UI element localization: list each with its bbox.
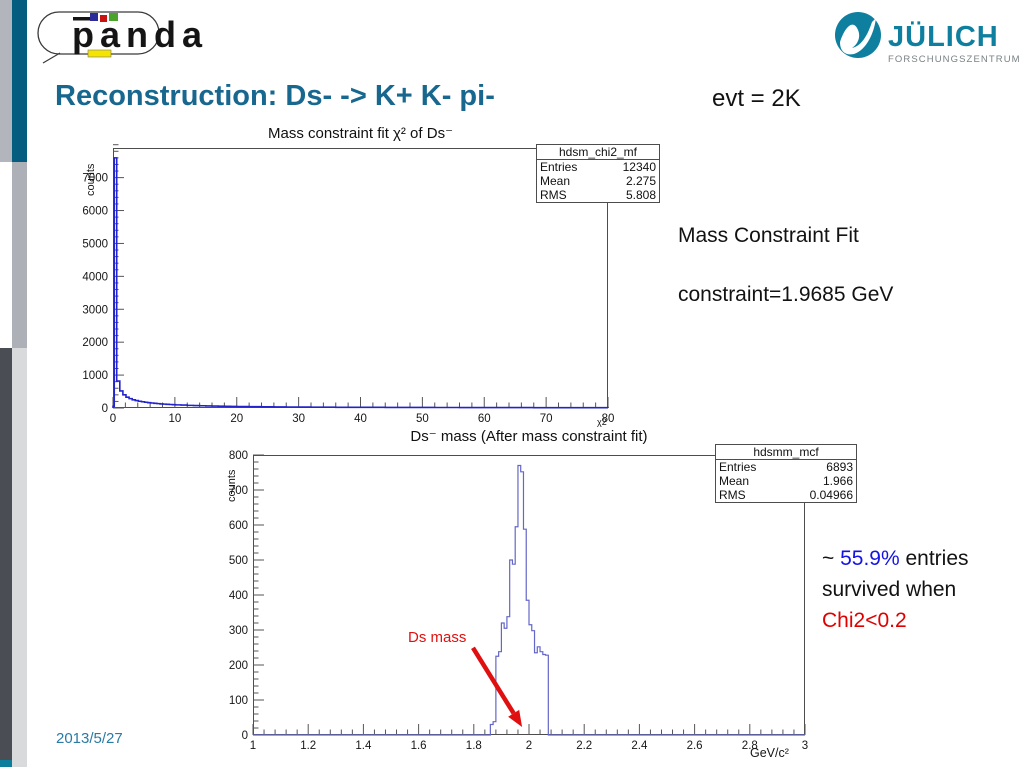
stats-histogram-name: hdsm_chi2_mf — [537, 145, 659, 160]
survival-prefix: ~ — [822, 547, 841, 570]
svg-text:1000: 1000 — [82, 370, 108, 382]
svg-text:1.4: 1.4 — [355, 740, 372, 752]
julich-swoosh — [840, 18, 876, 55]
svg-text:500: 500 — [229, 555, 248, 567]
left-accent-bar-outer-top — [0, 0, 12, 162]
mass-chart-plot: 1 1.2 1.4 1.6 1.8 2 2.2 2.4 2.6 2.8 3 0 100 200 300 400… — [229, 450, 808, 752]
svg-text:700: 700 — [229, 485, 248, 497]
left-accent-bar-inner-top — [12, 0, 27, 162]
panda-logo: panda — [37, 11, 208, 64]
julich-logo-text: JÜLICH — [888, 20, 999, 53]
svg-text:800: 800 — [229, 450, 248, 462]
slide-title: Reconstruction: Ds- -> K+ K- pi- — [55, 80, 495, 112]
svg-text:3000: 3000 — [82, 304, 108, 316]
svg-text:30: 30 — [292, 413, 305, 425]
stats-mean-value: 1.966 — [822, 474, 853, 488]
mass-constraint-fit-note: Mass Constraint Fit — [678, 224, 859, 247]
svg-text:2.4: 2.4 — [631, 740, 648, 752]
chi2-chart-plot: 0 10 20 30 40 50 60 70 80 0 1000 2000 3000 4000 5000 60… — [82, 144, 614, 425]
stats-entries-row: Entries 12340 — [537, 160, 659, 174]
stats-rms-label: RMS — [719, 488, 746, 502]
svg-text:4000: 4000 — [82, 271, 108, 283]
stats-mean-row: Mean 1.966 — [716, 474, 856, 488]
survival-line1-rest: entries — [899, 547, 969, 570]
ds-mass-annotation-label: Ds mass — [408, 629, 467, 646]
survival-line2: survived when — [822, 578, 957, 601]
stats-entries-value: 6893 — [826, 460, 853, 474]
panda-red-square — [100, 15, 107, 22]
svg-text:600: 600 — [229, 520, 248, 532]
survival-percent: 55.9% — [840, 547, 900, 570]
svg-text:2.2: 2.2 — [576, 740, 592, 752]
svg-text:1: 1 — [250, 740, 256, 752]
svg-text:300: 300 — [229, 625, 248, 637]
event-count-label: evt = 2K — [712, 85, 801, 112]
svg-text:1.6: 1.6 — [411, 740, 427, 752]
stats-entries-label: Entries — [540, 160, 578, 174]
mass-chart-xlabel: GeV/c² — [750, 746, 789, 760]
stats-rms-value: 0.04966 — [809, 488, 853, 502]
stats-mean-label: Mean — [719, 474, 750, 488]
svg-text:5000: 5000 — [82, 238, 108, 250]
svg-text:2: 2 — [526, 740, 532, 752]
stats-rms-value: 5.808 — [625, 188, 656, 202]
chi2-chart-title: Mass constraint fit χ² of Ds⁻ — [267, 125, 453, 142]
stats-rms-label: RMS — [540, 188, 567, 202]
svg-text:6000: 6000 — [82, 206, 108, 218]
svg-text:1.8: 1.8 — [466, 740, 482, 752]
svg-text:400: 400 — [229, 590, 248, 602]
left-accent-bar-inner-bottom — [12, 348, 27, 767]
survival-note: ~ 55.9% entries survived when Chi2<0.2 — [822, 543, 969, 636]
svg-text:60: 60 — [478, 413, 491, 425]
left-accent-bar-inner-mid — [12, 162, 27, 348]
stats-rms-row: RMS 5.808 — [537, 188, 659, 202]
panda-logo-text: panda — [72, 14, 208, 55]
julich-logo: JÜLICH FORSCHUNGSZENTRUM — [835, 12, 1021, 65]
slide-date: 2013/5/27 — [56, 730, 123, 747]
julich-logo-subtext: FORSCHUNGSZENTRUM — [888, 54, 1021, 65]
left-accent-bar-outer-teal — [0, 760, 12, 767]
svg-text:2.8: 2.8 — [742, 740, 758, 752]
survival-condition: Chi2<0.2 — [822, 609, 907, 632]
stats-entries-row: Entries 6893 — [716, 460, 856, 474]
stats-mean-value: 2.275 — [625, 174, 656, 188]
chi2-chart-xlabel: χ2 — [597, 417, 607, 427]
stats-entries-value: 12340 — [622, 160, 656, 174]
svg-text:7000: 7000 — [82, 173, 108, 185]
svg-text:50: 50 — [416, 413, 429, 425]
stats-entries-label: Entries — [719, 460, 757, 474]
survival-line1: ~ 55.9% entries — [822, 543, 969, 574]
svg-text:200: 200 — [229, 660, 248, 672]
stats-rms-row: RMS 0.04966 — [716, 488, 856, 502]
svg-text:70: 70 — [540, 413, 553, 425]
svg-text:40: 40 — [354, 413, 367, 425]
left-accent-bar-outer-bottom — [0, 348, 12, 760]
svg-text:20: 20 — [230, 413, 243, 425]
svg-text:2.6: 2.6 — [687, 740, 703, 752]
panda-oval-tail — [42, 52, 61, 64]
svg-text:2000: 2000 — [82, 337, 108, 349]
chi2-chart-ylabel: counts — [85, 163, 97, 196]
stats-histogram-name: hdsmm_mcf — [716, 445, 856, 460]
panda-green-square — [109, 13, 118, 21]
svg-text:0: 0 — [242, 730, 248, 742]
mass-stats-box: hdsmm_mcf Entries 6893 Mean 1.966 RMS 0.… — [715, 444, 857, 503]
mass-chart-title: Ds⁻ mass (After mass constraint fit) — [410, 428, 648, 445]
chi2-stats-box: hdsm_chi2_mf Entries 12340 Mean 2.275 RM… — [536, 144, 660, 203]
svg-text:1.2: 1.2 — [300, 740, 316, 752]
stats-mean-row: Mean 2.275 — [537, 174, 659, 188]
panda-p-overline — [73, 17, 90, 21]
svg-text:10: 10 — [168, 413, 181, 425]
panda-yellow-bar — [87, 49, 112, 58]
stats-mean-label: Mean — [540, 174, 571, 188]
constraint-value-note: constraint=1.9685 GeV — [678, 283, 894, 306]
panda-blue-square — [90, 13, 98, 21]
svg-text:0: 0 — [102, 403, 108, 415]
svg-text:3: 3 — [802, 740, 808, 752]
svg-text:0: 0 — [110, 413, 116, 425]
svg-text:100: 100 — [229, 695, 248, 707]
svg-text:80: 80 — [602, 413, 615, 425]
